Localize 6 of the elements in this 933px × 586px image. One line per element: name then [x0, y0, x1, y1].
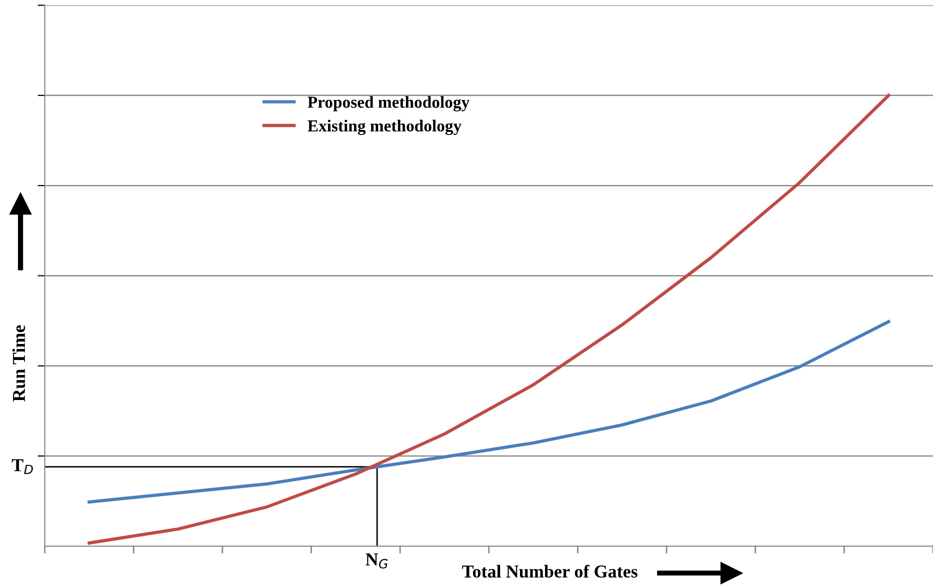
text: N$_{G}$	[366, 554, 388, 568]
y-axis-title: Run Time	[12, 325, 26, 402]
legend-label: Existing methodology	[308, 120, 462, 136]
x-axis-title: Total Number of Gates	[462, 564, 638, 578]
legend-label: Proposed methodology	[308, 96, 470, 112]
ref-line-label: T$_{D}$	[12, 459, 33, 474]
